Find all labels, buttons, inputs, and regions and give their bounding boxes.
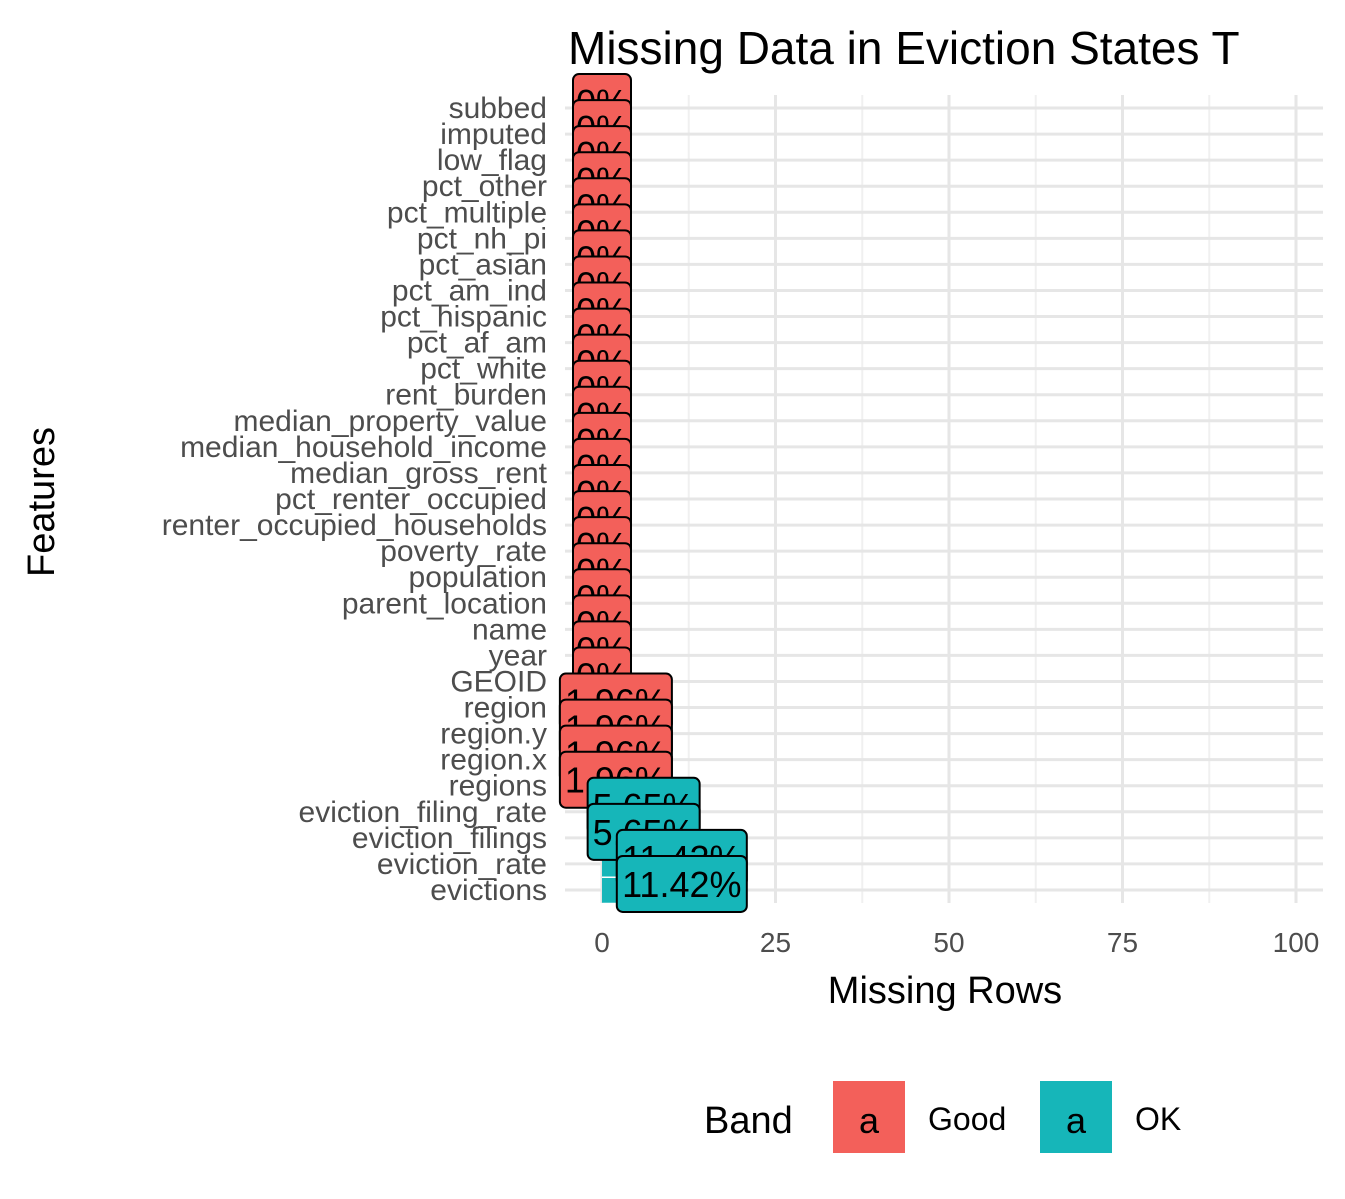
feature-label: eviction_filing_rate <box>299 796 547 829</box>
feature-label: region.x <box>440 744 547 777</box>
legend-key-ok <box>1040 1081 1112 1153</box>
feature-label: eviction_filings <box>352 822 547 855</box>
feature-label: subbed <box>449 92 547 125</box>
legend-key-good <box>833 1081 905 1153</box>
feature-label: imputed <box>440 118 547 151</box>
feature-label: region.y <box>440 718 547 751</box>
feature-label: pct_af_am <box>407 327 547 360</box>
legend-key-ok-glyph: a <box>1066 1100 1087 1141</box>
feature-label: evictions <box>430 874 547 907</box>
x-tick-layer: 0 25 50 75 100 <box>594 927 1319 958</box>
feature-label: name <box>472 613 547 646</box>
grid-layer <box>565 95 1323 903</box>
feature-label: year <box>489 639 547 672</box>
legend-label-ok: OK <box>1135 1101 1181 1137</box>
x-tick-label: 50 <box>933 927 964 958</box>
feature-label-layer: subbedimputedlow_flagpct_otherpct_multip… <box>162 92 548 907</box>
feature-label: median_gross_rent <box>290 457 547 490</box>
x-tick-label: 0 <box>594 927 610 958</box>
data-label-layer: 0%0%0%0%0%0%0%0%0%0%0%0%0%0%0%0%0%0%0%0%… <box>558 73 748 913</box>
feature-label: pct_other <box>422 170 547 203</box>
feature-label: renter_occupied_households <box>162 509 547 542</box>
y-axis-title: Features <box>21 427 63 577</box>
legend-title: Band <box>704 1100 793 1142</box>
feature-label: regions <box>449 770 547 803</box>
chart-title: Missing Data in Eviction States T <box>568 22 1240 74</box>
feature-label: median_household_income <box>180 431 547 464</box>
feature-label: pct_hispanic <box>380 301 547 334</box>
legend-label-good: Good <box>928 1101 1006 1137</box>
feature-label: pct_asian <box>419 248 547 281</box>
data-label-text: 11.42% <box>622 864 741 905</box>
feature-label: median_property_value <box>233 405 547 438</box>
feature-label: eviction_rate <box>377 848 547 881</box>
feature-label: population <box>409 561 547 594</box>
x-axis-title: Missing Rows <box>828 970 1062 1012</box>
x-tick-label: 75 <box>1107 927 1138 958</box>
feature-label: low_flag <box>437 144 547 177</box>
feature-label: pct_am_ind <box>392 274 547 307</box>
feature-label: poverty_rate <box>380 535 547 568</box>
feature-label: region <box>464 692 547 725</box>
legend: Band a Good a OK <box>704 1081 1181 1153</box>
data-label-box <box>615 854 748 913</box>
legend-key-good-glyph: a <box>859 1100 880 1141</box>
feature-label: pct_multiple <box>387 196 547 229</box>
x-tick-label: 25 <box>760 927 791 958</box>
feature-label: parent_location <box>342 587 547 620</box>
feature-label: rent_burden <box>385 379 547 412</box>
feature-label: pct_white <box>420 353 547 386</box>
feature-label: pct_nh_pi <box>417 222 547 255</box>
x-tick-label: 100 <box>1273 927 1320 958</box>
data-label: 11.42% <box>615 854 748 913</box>
feature-label: GEOID <box>450 665 547 698</box>
feature-label: pct_renter_occupied <box>275 483 547 516</box>
